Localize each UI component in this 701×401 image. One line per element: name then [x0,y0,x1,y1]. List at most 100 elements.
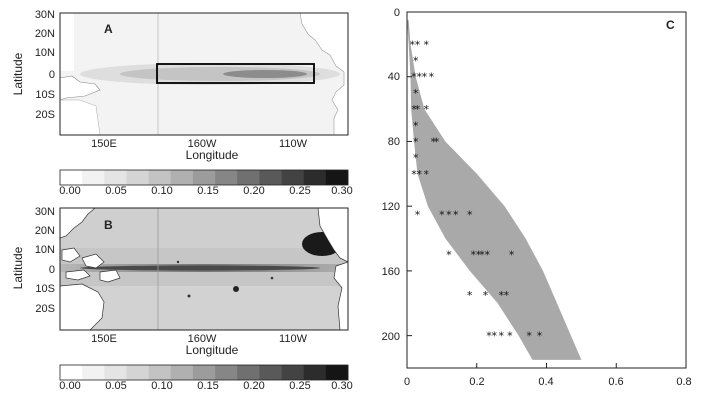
colorbar-a [59,169,349,186]
colorbar-swatch [60,365,83,380]
colorbar-swatch [281,365,304,380]
colorbar-swatch [170,170,194,185]
panel-c-point: * [471,249,477,262]
colorbar-swatch [126,365,149,380]
colorbar-a-ticks: 0.00 0.05 0.10 0.15 0.20 0.25 0.30 [59,185,352,197]
panel-c-point: * [413,152,419,165]
colorbar-swatch [325,365,349,380]
panel-b-ytick: 10S [35,283,55,295]
panel-b-ytick: 30N [35,206,55,218]
panel-a-ytick: 0 [49,69,55,81]
panel-a-ytick: 10N [35,47,55,59]
colorbar-a-tick: 0.00 [59,185,80,197]
panel-a-ytick: 20N [35,28,55,40]
panel-a-xlabel: Longitude [186,148,239,162]
panel-a-australia [59,99,101,136]
panel-a-ytick: 20S [35,109,55,121]
colorbar-a-tick: 0.15 [197,185,218,197]
panel-c-point: * [411,168,417,181]
panel-c-ytick: 80 [388,136,400,148]
panel-a-maritime-continent [59,75,101,101]
panel-c-point: * [429,71,435,84]
panel-b-y-ticks: 30N 20N 10N 0 10S 20S [35,206,55,315]
panel-c-point: * [423,38,429,51]
panel-b-ytick: 0 [49,264,55,276]
panel-c-point: * [476,249,482,262]
panel-a-xtick: 150E [91,138,117,150]
panel-c-point: * [413,87,419,100]
panel-c-ytick: 0 [394,7,400,19]
panel-a-region-box [156,63,315,84]
panel-c-point: * [422,71,428,84]
panel-a-label: A [104,22,113,36]
panel-b-xtick: 160W [188,333,217,345]
panel-c-xtick: 0.4 [538,376,553,388]
colorbar-frame [59,364,349,381]
panel-c-ytick: 40 [388,71,400,83]
panel-a-core-band [223,70,307,78]
colorbar-swatch [192,365,216,380]
colorbar-b-tick: 0.00 [59,380,80,392]
panel-b-south-shade [60,286,348,330]
panel-c-point: * [409,38,415,51]
colorbar-b-ticks: 0.00 0.05 0.10 0.15 0.20 0.25 0.30 [59,380,352,392]
panel-c-point: * [491,330,497,343]
panel-c-point: * [423,103,429,116]
panel-b-ytick: 20S [35,303,55,315]
colorbar-swatch [170,365,194,380]
panel-c-xtick: 0.2 [469,376,484,388]
panel-b-xlabel: Longitude [186,343,239,357]
colorbar-swatch [237,170,260,185]
panel-a-ytick: 10S [35,89,55,101]
panel-c-point: * [446,208,452,221]
panel-a-xtick: 110W [279,138,308,150]
panel-c-point: * [504,289,510,302]
panel-c-point: * [416,168,422,181]
panel-c-point: * [537,330,543,343]
panel-c-point: * [415,38,421,51]
panel-c-point: * [483,289,489,302]
panel-c-point: * [434,136,440,149]
colorbar-a-tick: 0.05 [105,185,126,197]
panel-b-asia [59,207,96,239]
panel-a: A [59,12,349,136]
panel-c-point: * [416,71,422,84]
panel-c-point: * [413,136,419,149]
panel-c-points: * * *** * * **** *** **** * ** * * * ** * ** * ** * * ** * * * *… [409,38,542,342]
colorbar-b-tick: 0.15 [197,380,218,392]
panel-c-point: * [484,249,490,262]
panel-b-island [99,269,121,283]
colorbar-swatch [325,170,349,185]
panel-a-y-ticks: 30N 20N 10N 0 10S 20S [35,9,55,121]
panel-c-point: * [411,71,417,84]
colorbar-swatch [281,170,304,185]
panel-b-ytick: 10N [35,244,55,256]
panel-c-point: * [498,289,504,302]
panel-c-point: * [467,208,473,221]
panel-c-point: * [446,249,452,262]
panel-c-point: * [411,103,417,116]
panel-c-point: * [509,249,515,262]
panel-a-asia-land [60,13,74,71]
panel-c-point: * [479,249,485,262]
colorbar-swatch [215,170,238,185]
colorbar-b-tick: 0.20 [243,380,264,392]
colorbar-swatch [104,170,127,185]
colorbar-b-tick: 0.30 [331,380,352,392]
panel-b-label: B [104,218,113,232]
panel-a-frame [59,12,349,136]
colorbar-swatch [148,170,172,185]
panel-a-ylabel: Latitude [11,52,25,95]
colorbar-swatch [303,170,327,185]
colorbar-b-tick: 0.05 [105,380,126,392]
panel-c-point: * [453,208,459,221]
panel-a-x-ticks: 150E 160W 110W [91,138,307,150]
colorbar-swatch [215,365,238,380]
colorbar-swatch [82,170,105,185]
panel-c-xtick: 0 [404,376,410,388]
colorbar-swatch [259,170,282,185]
panel-a-ytick: 30N [35,9,55,21]
panel-c-point: * [507,330,513,343]
panel-b-xtick: 150E [91,333,117,345]
